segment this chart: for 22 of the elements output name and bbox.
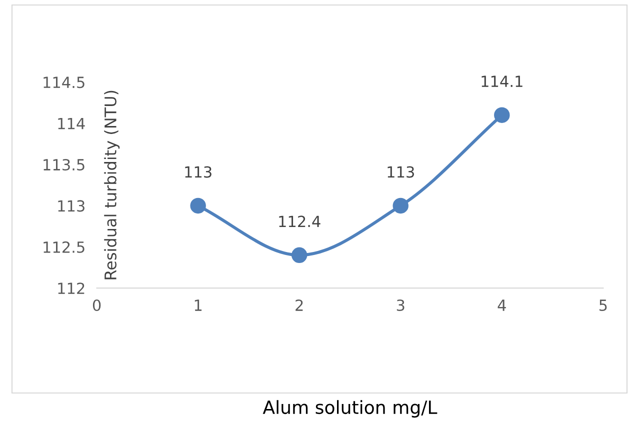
point [392,198,408,214]
point [291,247,308,264]
data-label: 112.4 [279,216,320,227]
y-tick-label: 112 [58,282,84,294]
x-tick-label: 1 [194,300,202,311]
x-tick-label: 0 [92,299,101,312]
point [494,107,510,123]
point [190,198,206,214]
data-label: 113 [388,166,414,178]
y-tick-label: 112.5 [44,241,84,253]
x-tick-label: 4 [498,300,506,311]
x-axis-title: Alum solution mg/L [262,400,438,418]
y-tick-label: 113 [58,200,84,212]
x-tick-label: 5 [600,300,607,312]
x-tick-label: 2 [296,299,303,311]
x-tick-label: 3 [396,299,404,312]
data-label: 113 [185,166,212,178]
y-tick-label: 114 [58,118,85,130]
data-label: 114.1 [482,76,522,87]
y-tick-label: 114.5 [44,76,84,88]
y-axis-title: Residual turbidity (NTU) [104,90,120,280]
y-tick-label: 113.5 [44,158,84,171]
